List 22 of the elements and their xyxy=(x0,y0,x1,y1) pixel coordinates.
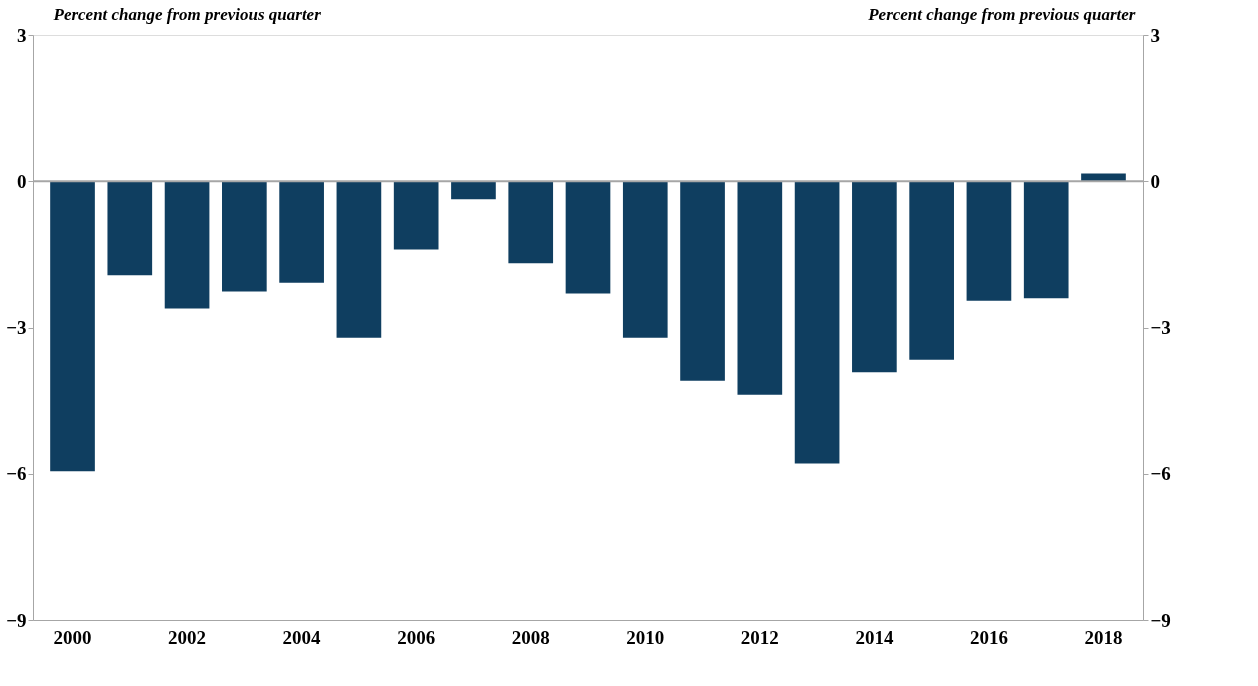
x-tick-label: 2012 xyxy=(740,626,779,648)
x-tick-label: 2008 xyxy=(511,626,550,648)
y2-tick-label: 0 xyxy=(1150,170,1160,192)
y2-axis-title: Percent change from previous quarter xyxy=(867,4,1136,24)
y2-tick-label: −3 xyxy=(1150,317,1171,338)
y-tick-label: −3 xyxy=(6,317,27,338)
y2-tick-label: −6 xyxy=(1150,463,1171,485)
x-tick-label: 2010 xyxy=(626,626,665,648)
y-axis-title: Percent change from previous quarter xyxy=(52,4,322,24)
y-tick-label: 3 xyxy=(17,24,27,46)
x-tick-label: 2014 xyxy=(855,626,894,648)
x-tick-label: 2002 xyxy=(168,626,207,648)
y-tick-label: −6 xyxy=(6,463,27,485)
x-tick-label: 2004 xyxy=(282,626,322,648)
y-tick-label: 0 xyxy=(17,170,27,192)
y-tick-label: −9 xyxy=(6,609,27,631)
y2-tick-label: 3 xyxy=(1150,24,1160,46)
x-tick-label: 2006 xyxy=(397,626,436,648)
x-tick-label: 2016 xyxy=(969,626,1008,648)
y2-tick-label: −9 xyxy=(1150,609,1171,631)
x-tick-label: 2000 xyxy=(53,626,92,648)
x-tick-label: 2018 xyxy=(1084,626,1123,648)
